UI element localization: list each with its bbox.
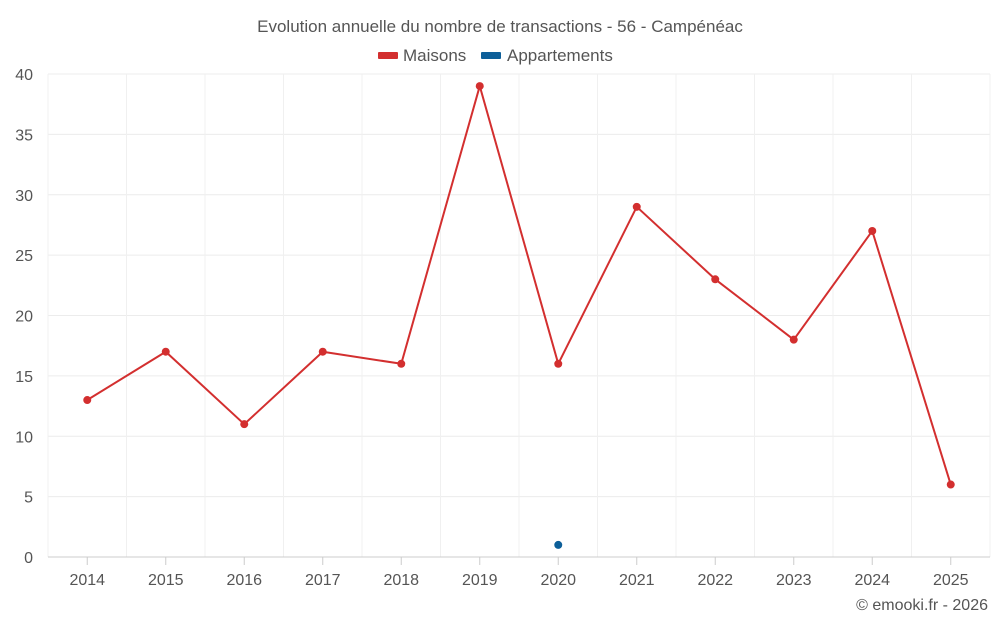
data-point-maisons[interactable] xyxy=(789,335,798,344)
series-line-maisons xyxy=(86,85,952,485)
data-point-maisons[interactable] xyxy=(397,359,406,368)
x-axis: 2014 2015 2016 2017 2018 2019 2020 2021 2022 2023… xyxy=(48,556,990,589)
legend-swatch-maisons xyxy=(378,52,398,59)
x-tick-label: 2022 xyxy=(697,572,733,589)
y-axis: 0 5 10 15 20 25 30 35 40 xyxy=(15,67,33,567)
x-tick-label: 2023 xyxy=(776,572,812,589)
y-tick-label: 15 xyxy=(15,369,33,386)
data-point-maisons[interactable] xyxy=(83,396,92,405)
x-tick-label: 2024 xyxy=(854,572,890,589)
credit-text: © emooki.fr - 2026 xyxy=(856,597,988,614)
y-tick-label: 0 xyxy=(24,550,33,567)
y-tick-label: 40 xyxy=(15,67,33,84)
chart-title: Evolution annuelle du nombre de transact… xyxy=(257,17,743,36)
legend-item-appartements[interactable]: Appartements xyxy=(481,46,613,65)
x-tick-label: 2017 xyxy=(305,572,341,589)
data-point-maisons[interactable] xyxy=(632,202,641,211)
legend: Maisons Appartements xyxy=(378,46,613,65)
y-tick-label: 5 xyxy=(24,490,33,507)
legend-item-maisons[interactable]: Maisons xyxy=(378,46,466,65)
x-tick-label: 2016 xyxy=(226,572,262,589)
data-point-maisons[interactable] xyxy=(946,480,955,489)
x-tick-label: 2019 xyxy=(462,572,498,589)
data-point-maisons[interactable] xyxy=(868,226,877,235)
y-tick-label: 35 xyxy=(15,127,33,144)
data-point-maisons[interactable] xyxy=(161,347,170,356)
x-tick-label: 2018 xyxy=(383,572,419,589)
legend-label-maisons: Maisons xyxy=(403,46,466,65)
y-tick-label: 25 xyxy=(15,248,33,265)
data-point-appartements[interactable] xyxy=(554,540,563,549)
grid xyxy=(47,73,991,557)
x-tick-label: 2025 xyxy=(933,572,969,589)
y-tick-label: 10 xyxy=(15,429,33,446)
x-tick-label: 2020 xyxy=(540,572,576,589)
data-point-maisons[interactable] xyxy=(475,82,484,91)
data-point-maisons[interactable] xyxy=(240,420,249,429)
x-tick-label: 2021 xyxy=(619,572,655,589)
legend-label-appartements: Appartements xyxy=(507,46,613,65)
legend-swatch-appartements xyxy=(481,52,501,59)
y-tick-label: 30 xyxy=(15,188,33,205)
data-point-maisons[interactable] xyxy=(711,275,720,284)
y-tick-label: 20 xyxy=(15,309,33,326)
data-point-maisons[interactable] xyxy=(318,347,327,356)
series-layer xyxy=(83,82,955,549)
data-point-maisons[interactable] xyxy=(554,359,563,368)
x-tick-label: 2015 xyxy=(148,572,184,589)
x-tick-label: 2014 xyxy=(69,572,105,589)
